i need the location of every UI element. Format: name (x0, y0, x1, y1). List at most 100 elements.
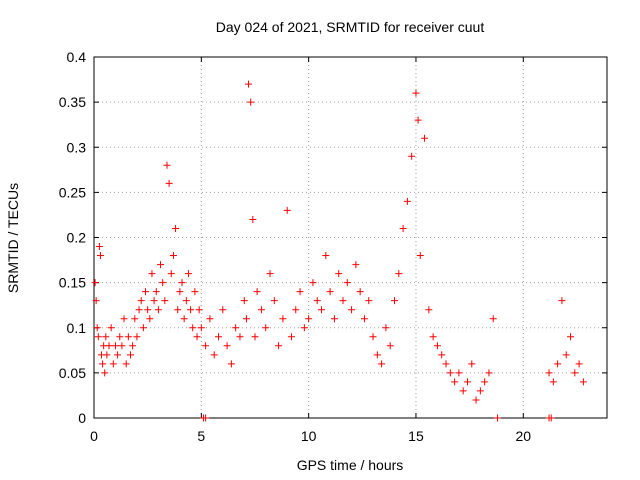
data-point (114, 351, 122, 359)
data-point (356, 288, 364, 296)
data-point (169, 252, 177, 260)
data-point (152, 288, 160, 296)
data-point (191, 288, 199, 296)
data-point (266, 270, 274, 278)
data-point (262, 324, 270, 332)
data-point (245, 80, 253, 88)
data-points (91, 80, 587, 422)
data-point (101, 369, 109, 377)
data-point (300, 324, 308, 332)
data-point (305, 315, 313, 323)
data-point (360, 315, 368, 323)
data-point (318, 306, 326, 314)
data-point (202, 342, 210, 350)
data-point (103, 351, 111, 359)
data-point (144, 306, 152, 314)
data-point (251, 333, 259, 341)
data-point (451, 378, 459, 386)
data-point (131, 315, 139, 323)
data-point (287, 333, 295, 341)
data-point (279, 315, 287, 323)
data-point (373, 351, 381, 359)
data-point (94, 333, 102, 341)
data-point (122, 360, 130, 368)
data-point (219, 306, 227, 314)
data-point (247, 98, 255, 106)
data-point (133, 333, 141, 341)
y-tick-label: 0.3 (67, 139, 87, 155)
data-point (116, 333, 124, 341)
data-point (378, 360, 386, 368)
data-point (554, 360, 562, 368)
data-point (253, 288, 261, 296)
data-point (96, 252, 104, 260)
data-point (421, 134, 429, 142)
data-point (99, 360, 107, 368)
data-point (150, 297, 158, 305)
data-point (95, 243, 103, 251)
data-point (189, 324, 197, 332)
data-point (129, 342, 137, 350)
data-point (109, 360, 117, 368)
data-point (395, 270, 403, 278)
data-point (210, 351, 218, 359)
data-point (455, 369, 463, 377)
data-point (468, 360, 476, 368)
data-point (382, 324, 390, 332)
data-point (438, 351, 446, 359)
data-point (93, 324, 101, 332)
y-tick-label: 0.4 (67, 49, 87, 65)
data-point (386, 342, 394, 350)
data-point (249, 215, 257, 223)
data-point (275, 342, 283, 350)
x-tick-label: 20 (515, 428, 531, 444)
data-point (227, 360, 235, 368)
data-point (270, 297, 278, 305)
data-point (195, 306, 203, 314)
data-point (408, 152, 416, 160)
data-point (472, 396, 480, 404)
data-point (120, 315, 128, 323)
y-tick-label: 0 (78, 410, 86, 426)
data-point (146, 315, 154, 323)
data-point (240, 297, 248, 305)
data-point (558, 297, 566, 305)
data-point (163, 161, 171, 169)
data-point (180, 315, 188, 323)
data-point (322, 252, 330, 260)
data-point (172, 224, 180, 232)
data-point (159, 279, 167, 287)
y-axis-label: SRMTID / TECUs (5, 183, 21, 293)
data-point (545, 369, 553, 377)
data-point (562, 351, 570, 359)
y-tick-label: 0.2 (67, 230, 87, 246)
data-point (232, 324, 240, 332)
data-point (442, 360, 450, 368)
data-point (481, 378, 489, 386)
data-point (206, 315, 214, 323)
data-point (154, 306, 162, 314)
data-point (403, 197, 411, 205)
data-point (494, 414, 502, 422)
data-point (489, 315, 497, 323)
y-tick-label: 0.25 (59, 184, 86, 200)
data-point (463, 378, 471, 386)
data-point (335, 270, 343, 278)
data-point (330, 315, 338, 323)
data-point (547, 414, 555, 422)
data-point (124, 333, 132, 341)
data-point (326, 288, 334, 296)
data-point (459, 387, 467, 395)
data-point (92, 297, 100, 305)
data-point (107, 324, 115, 332)
data-point (135, 306, 143, 314)
x-tick-label: 0 (90, 428, 98, 444)
data-point (292, 306, 300, 314)
data-point (414, 116, 422, 124)
y-tick-label: 0.1 (67, 320, 87, 336)
data-point (309, 279, 317, 287)
data-point (176, 288, 184, 296)
data-point (339, 297, 347, 305)
data-point (567, 333, 575, 341)
data-point (425, 306, 433, 314)
